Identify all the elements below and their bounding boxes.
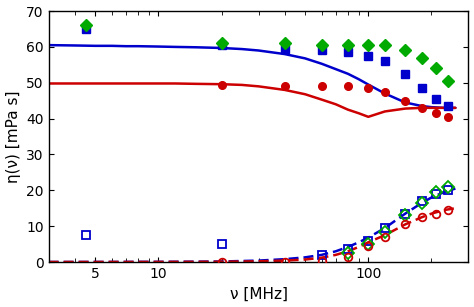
X-axis label: ν [MHz]: ν [MHz] [229, 286, 288, 301]
Y-axis label: η(ν) [mPa s]: η(ν) [mPa s] [6, 90, 20, 183]
